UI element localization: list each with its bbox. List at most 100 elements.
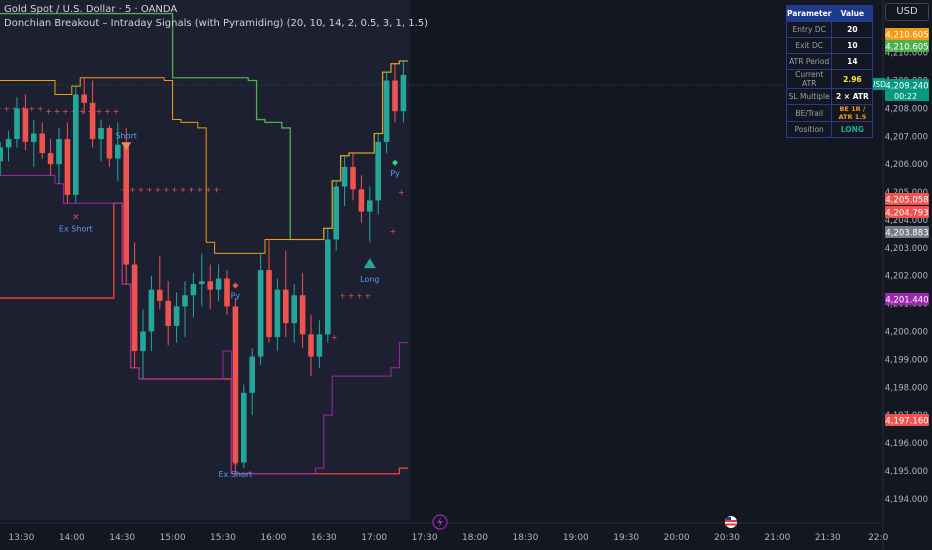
time-tick-label: 14:00 [59, 533, 85, 543]
stop-marker: + [205, 185, 212, 194]
table-header-value: Value [831, 5, 874, 22]
candle-body [325, 239, 331, 335]
price-label-box [885, 40, 929, 52]
price-tick-label: 4,207.000 [885, 132, 928, 142]
table-row: Entry DC 20 [785, 21, 874, 38]
candle-body [400, 74, 407, 112]
price-tick-label: 4,208.000 [885, 104, 928, 114]
time-tick-label: 22:0 [868, 533, 888, 543]
candle-body [199, 281, 205, 285]
candle-body [5, 139, 12, 148]
table-row: BE/Trail BE 1R / ATR 1.5 [785, 104, 874, 122]
time-tick-label: 17:30 [412, 533, 438, 543]
table-row: Exit DC 10 [785, 37, 874, 54]
candle-body [341, 166, 348, 187]
event-icons [432, 514, 737, 530]
stop-marker: + [188, 185, 195, 194]
countdown-box [885, 91, 929, 101]
price-tick-label: 4,196.000 [885, 439, 928, 449]
currency-button[interactable]: USD [885, 3, 929, 21]
price-tick-label: 4,203.000 [885, 244, 928, 254]
price-label-box [885, 293, 929, 305]
time-tick-label: 16:30 [311, 533, 337, 543]
price-label-text: 4,204.793 [885, 209, 928, 219]
stop-marker: + [96, 107, 103, 116]
candle-body [266, 270, 272, 338]
annotation-label: Py [390, 169, 400, 178]
lightning-glyph-icon [437, 517, 443, 527]
exit-x-icon: × [232, 458, 240, 468]
indicator-title[interactable]: Donchian Breakout – Intraday Signals (wi… [4, 18, 429, 29]
time-axis[interactable]: 13:30 14:00 14:30 15:00 15:30 16:00 16:30 17:00… [8, 533, 888, 543]
stop-marker: + [146, 185, 153, 194]
time-tick-label: 18:00 [462, 533, 488, 543]
candle-body [241, 392, 247, 463]
candle-body [115, 144, 121, 159]
candle-body [358, 189, 365, 212]
candle-body [308, 334, 314, 357]
stop-marker: + [54, 107, 61, 116]
row-value: 20 [831, 21, 874, 38]
candle-body [299, 295, 306, 335]
price-labels: 4,210.605 4,210.605 4,209.240 4,205.058 4,20… [0, 28, 929, 427]
exit-x-icon: × [72, 213, 80, 223]
row-value: LONG [831, 121, 874, 138]
candle-body [131, 264, 138, 352]
candle-body [81, 94, 87, 103]
price-tick-label: 4,194.000 [885, 495, 928, 505]
stop-marker: + [154, 185, 161, 194]
candle-body [106, 127, 113, 159]
pyramid-diamond-icon [232, 282, 239, 289]
stop-marker: + [138, 185, 145, 194]
parameters-table: Parameter Value Entry DC 20 Exit DC 10 A… [785, 5, 874, 138]
table-header-parameter: Parameter [785, 5, 833, 22]
row-label: SL Multiple [785, 88, 833, 105]
candle-body [283, 289, 289, 324]
stop-marker: + [0, 104, 2, 113]
candle-body [333, 186, 339, 240]
stop-marker: + [171, 185, 178, 194]
price-label-box [885, 414, 929, 426]
row-value: 2 × ATR [831, 88, 874, 105]
stop-marker: + [3, 104, 10, 113]
channel-shade [0, 0, 410, 520]
symbol-title[interactable]: Gold Spot / U.S. Dollar · 5 · OANDA [4, 4, 178, 15]
stop-marker: + [364, 291, 371, 300]
pyramid-diamond-icon [392, 159, 398, 166]
price-tick-label: 4,206.000 [885, 160, 928, 170]
price-tick-label: 4,198.000 [885, 383, 928, 393]
candle-body [0, 147, 3, 162]
candle-body [249, 356, 255, 393]
price-label-text: 4,205.058 [885, 196, 928, 206]
candle-body [224, 278, 230, 307]
annotation-label: Ex Short [218, 470, 252, 479]
short-triangle-icon [121, 142, 132, 151]
stop-marker: + [45, 107, 52, 116]
price-label-box [885, 28, 929, 40]
long-triangle-icon [363, 258, 376, 269]
upper-exit-channel [0, 60, 408, 254]
candle-body [392, 80, 398, 112]
candle-body [39, 133, 45, 154]
candle-body [375, 141, 381, 201]
row-value: 10 [831, 37, 874, 54]
stop-marker: + [163, 185, 170, 194]
time-tick-label: 20:30 [714, 533, 740, 543]
row-value: BE 1R / ATR 1.5 [831, 104, 874, 122]
time-tick-label: 20:00 [664, 533, 690, 543]
time-tick-label: 17:00 [361, 533, 387, 543]
stop-marker: + [390, 227, 397, 236]
price-label-box [885, 79, 929, 91]
candle-body [64, 139, 71, 195]
price-label-text: 4,203.883 [885, 229, 928, 239]
stop-marker: + [180, 185, 187, 194]
candle-body [350, 166, 356, 190]
candle-body [165, 300, 171, 326]
annotation-label: Short [115, 131, 136, 140]
time-tick-label: 15:00 [160, 533, 186, 543]
candle-body [190, 284, 197, 296]
stop-marker: + [348, 291, 355, 300]
time-tick-label: 14:30 [109, 533, 135, 543]
table-row: Current ATR 2.96 [785, 69, 874, 89]
